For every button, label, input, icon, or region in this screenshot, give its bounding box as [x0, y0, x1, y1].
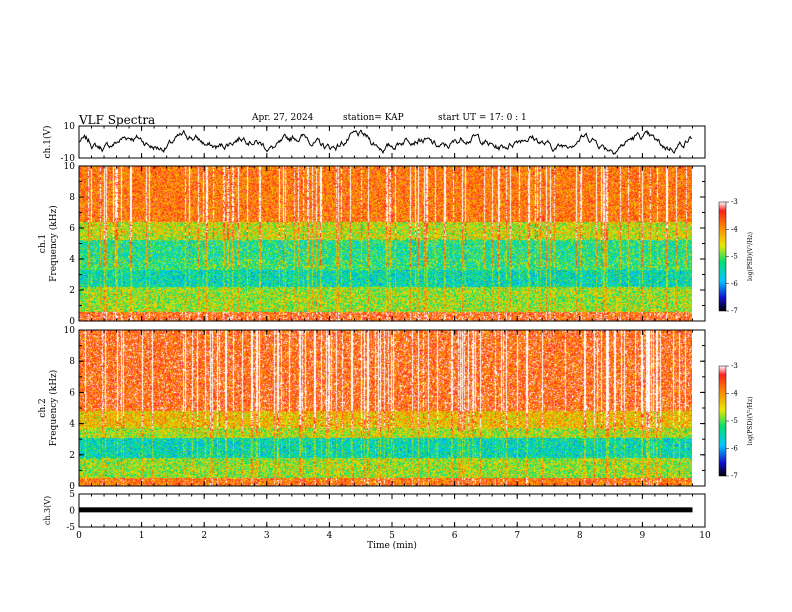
- plot-title: VLF Spectra: [79, 113, 156, 127]
- x-axis-label: Time (min): [367, 540, 417, 551]
- ch1-ylabel: ch.1(V): [42, 126, 53, 159]
- ch1-spectrogram-colorbar-tick-label: -3: [731, 198, 738, 206]
- x-tick-label: 0: [76, 531, 82, 541]
- x-tick-label: 8: [577, 531, 583, 541]
- ch1-spectrogram-ytick-label: 4: [69, 255, 75, 265]
- ch1-spectrogram-colorbar-tick-label: -7: [731, 307, 738, 315]
- ch1-waveform-line: [78, 129, 692, 156]
- ch3-ylabel: ch.3(V): [43, 496, 52, 525]
- ch1-spectrogram-colorbar-tick-label: -5: [731, 253, 738, 261]
- ch1-spectrogram-colorbar-tick-label: -4: [731, 225, 738, 233]
- ch1-spectrogram-colorbar: [718, 201, 727, 312]
- x-tick-label: 7: [514, 531, 520, 541]
- x-tick-label: 2: [201, 531, 207, 541]
- ch1-spectrogram-ytick-label: 10: [64, 162, 76, 172]
- x-tick-label: 5: [389, 531, 395, 541]
- ch2-spectrogram-ytick-label: 6: [69, 388, 75, 398]
- ch2-spectrogram-channel-label: ch.2: [38, 398, 48, 417]
- ch3-ytick-label: 5: [69, 490, 75, 500]
- x-tick-label: 4: [327, 531, 333, 541]
- ch1-spectrogram-colorbar-tick-label: -6: [731, 280, 738, 288]
- ch1-spectrogram-ytick-label: 2: [69, 286, 75, 296]
- ch2-spectrogram-colorbar-label: log(PSD)(V²/Hz): [747, 397, 754, 446]
- ch2-spectrogram-colorbar: [718, 365, 727, 477]
- ch2-spectrogram-colorbar-tick-label: -5: [731, 417, 738, 425]
- ch1-spectrogram-ytick-label: 8: [69, 193, 75, 203]
- ch2-spectrogram-ylabel: Frequency (kHz): [48, 370, 59, 447]
- ch2-spectrogram-ytick-label: 2: [69, 451, 75, 461]
- ch2-spectrogram-ytick-label: 8: [69, 357, 75, 367]
- ch2-spectrogram-colorbar-tick-label: -4: [731, 390, 738, 398]
- ch1-spectrogram-colorbar-label: log(PSD)(V²/Hz): [747, 232, 754, 281]
- start-ut-label: start UT = 17: 0 : 1: [438, 113, 527, 123]
- ch1-spectrogram-image: [79, 166, 692, 321]
- station-label: station= KAP: [343, 113, 404, 123]
- x-tick-label: 10: [699, 531, 711, 541]
- ch1-ytick-label: 10: [64, 122, 76, 132]
- x-tick-label: 1: [139, 531, 145, 541]
- x-tick-label: 6: [452, 531, 458, 541]
- ch3-trace: [79, 507, 693, 513]
- ch3-ytick-label: -5: [66, 523, 75, 533]
- ch2-spectrogram-colorbar-tick-label: -6: [731, 445, 738, 453]
- ch2-spectrogram-ytick-label: 10: [64, 326, 76, 336]
- ch1-ytick-label: -10: [61, 154, 76, 164]
- ch2-spectrogram-image: [79, 330, 692, 486]
- ch1-spectrogram-channel-label: ch.1: [38, 234, 48, 253]
- date-label: Apr. 27, 2024: [252, 113, 314, 123]
- ch2-spectrogram-colorbar-tick-label: -7: [731, 472, 738, 480]
- ch2-spectrogram-ytick-label: 4: [69, 420, 75, 430]
- x-tick-label: 3: [264, 531, 270, 541]
- ch3-ytick-label: 0: [69, 507, 75, 517]
- ch1-spectrogram-ytick-label: 0: [69, 317, 75, 327]
- ch2-spectrogram-colorbar-tick-label: -3: [731, 362, 738, 370]
- ch1-spectrogram-ytick-label: 6: [69, 224, 75, 234]
- ch2-spectrogram-ytick-label: 0: [69, 482, 75, 492]
- ch1-spectrogram-ylabel: Frequency (kHz): [48, 205, 59, 282]
- x-tick-label: 9: [640, 531, 646, 541]
